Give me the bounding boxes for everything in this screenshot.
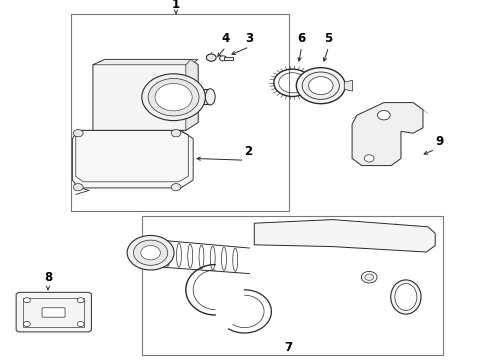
Circle shape bbox=[23, 321, 30, 327]
Circle shape bbox=[219, 56, 226, 61]
Circle shape bbox=[148, 78, 199, 116]
Text: 6: 6 bbox=[297, 32, 305, 45]
Circle shape bbox=[296, 68, 345, 104]
Circle shape bbox=[133, 240, 167, 265]
Polygon shape bbox=[351, 103, 422, 166]
Ellipse shape bbox=[390, 280, 420, 314]
Polygon shape bbox=[93, 59, 198, 65]
Circle shape bbox=[377, 111, 389, 120]
Text: 1: 1 bbox=[172, 0, 180, 11]
Circle shape bbox=[302, 72, 339, 99]
Circle shape bbox=[73, 130, 83, 137]
Text: 9: 9 bbox=[434, 135, 443, 148]
FancyBboxPatch shape bbox=[142, 216, 442, 355]
Polygon shape bbox=[254, 220, 434, 252]
FancyBboxPatch shape bbox=[224, 57, 232, 60]
Circle shape bbox=[141, 246, 160, 260]
Text: 3: 3 bbox=[245, 32, 253, 45]
FancyBboxPatch shape bbox=[42, 308, 65, 317]
Polygon shape bbox=[93, 59, 198, 130]
Circle shape bbox=[361, 271, 376, 283]
Circle shape bbox=[206, 54, 216, 61]
Text: 2: 2 bbox=[244, 145, 252, 158]
Circle shape bbox=[77, 298, 84, 303]
Polygon shape bbox=[344, 80, 352, 91]
FancyBboxPatch shape bbox=[71, 14, 288, 211]
Circle shape bbox=[364, 274, 373, 280]
Polygon shape bbox=[185, 59, 198, 130]
Ellipse shape bbox=[205, 89, 215, 105]
Circle shape bbox=[171, 130, 181, 137]
Polygon shape bbox=[72, 130, 193, 188]
Circle shape bbox=[308, 77, 332, 95]
Circle shape bbox=[171, 184, 181, 191]
Polygon shape bbox=[16, 292, 91, 332]
Circle shape bbox=[23, 298, 30, 303]
Circle shape bbox=[155, 84, 192, 111]
Circle shape bbox=[142, 74, 205, 121]
Text: 8: 8 bbox=[44, 271, 52, 284]
Ellipse shape bbox=[394, 284, 416, 310]
Text: 5: 5 bbox=[324, 32, 332, 45]
Circle shape bbox=[73, 184, 83, 191]
Text: 4: 4 bbox=[222, 32, 229, 45]
Circle shape bbox=[127, 235, 174, 270]
Circle shape bbox=[77, 321, 84, 327]
Circle shape bbox=[364, 155, 373, 162]
Text: 7: 7 bbox=[284, 341, 292, 354]
